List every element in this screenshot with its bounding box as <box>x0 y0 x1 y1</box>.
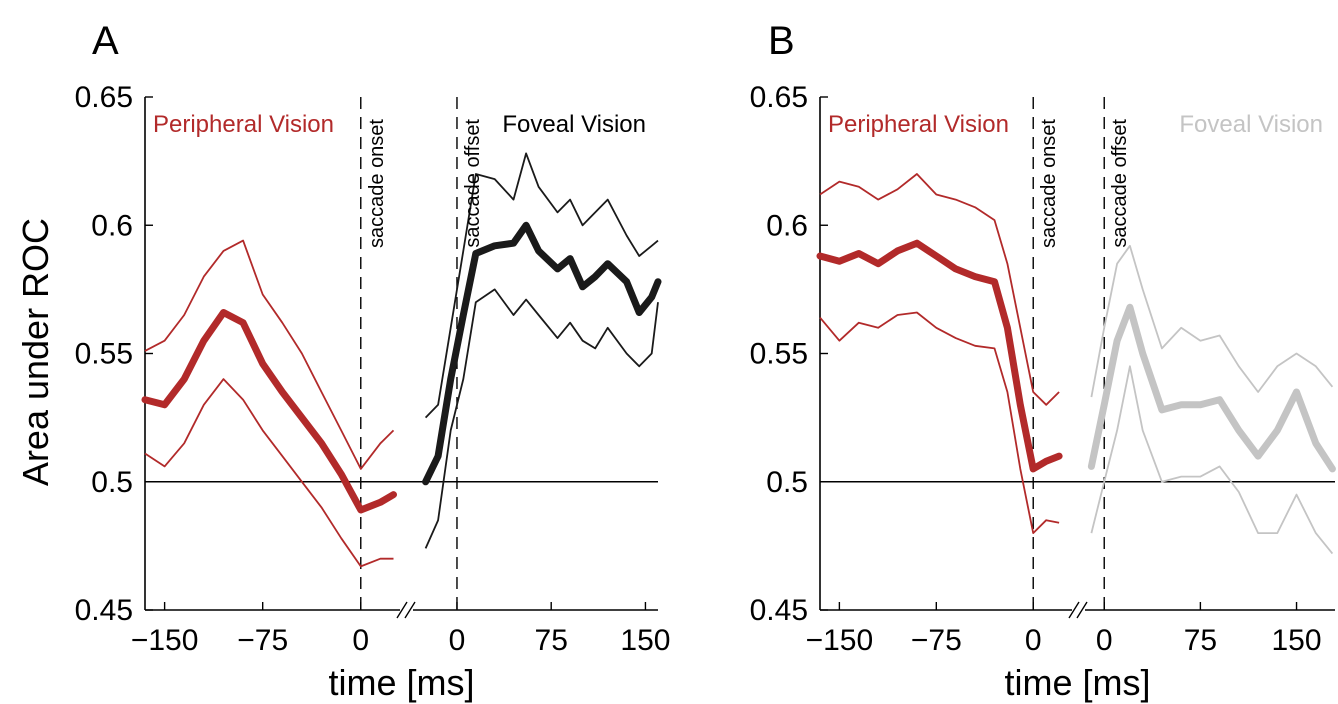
x-tick-label: −75 <box>911 624 962 657</box>
x-axis-label: time [ms] <box>328 662 474 703</box>
y-tick-label: 0.6 <box>91 209 133 242</box>
upper-bound-line <box>424 152 659 419</box>
upper-bound-line <box>819 173 1060 406</box>
x-tick-label: 75 <box>1184 624 1217 657</box>
x-tick-label: −150 <box>806 624 874 657</box>
y-tick-label: 0.55 <box>75 338 133 371</box>
peripheral-vision-label: Peripheral Vision <box>153 111 334 138</box>
panel-b: B 0.45 0.5 0.55 0.6 0.65 −150 −75 0 saccade onset… <box>750 19 1336 703</box>
lower-bound-line <box>424 288 659 549</box>
x-tick-label: 0 <box>1025 624 1042 657</box>
lower-bound-line <box>1090 365 1334 555</box>
mean-line <box>422 221 662 486</box>
y-tick-label: 0.45 <box>75 594 133 627</box>
peripheral-vision-label: Peripheral Vision <box>828 111 1009 138</box>
foveal-vision-label: Foveal Vision <box>1179 111 1323 138</box>
saccade-offset-label: saccade offset <box>462 119 484 248</box>
axis-break-mark <box>396 601 408 619</box>
y-tick-label: 0.65 <box>75 81 133 114</box>
saccade-offset-label: saccade offset <box>1109 119 1131 248</box>
x-tick-label: −150 <box>131 624 199 657</box>
y-tick-label: 0.5 <box>91 466 133 499</box>
x-tick-label: −75 <box>237 624 288 657</box>
x-axis-label: time [ms] <box>1004 662 1150 703</box>
x-tick-label: 0 <box>449 624 466 657</box>
axis-break-mark <box>1068 601 1080 619</box>
upper-bound-line <box>144 239 395 470</box>
mean-line <box>141 309 397 514</box>
x-tick-label: 0 <box>1096 624 1113 657</box>
lower-bound-line <box>819 311 1060 534</box>
panel-a: A 0.45 0.5 0.55 0.6 0.65 −150 −75 0 saccade onset… <box>75 19 671 703</box>
panel-letter: A <box>92 19 119 63</box>
mean-line <box>1087 303 1336 473</box>
lower-bound-line <box>144 378 394 568</box>
x-tick-label: 75 <box>535 624 568 657</box>
y-tick-label: 0.45 <box>750 594 808 627</box>
upper-bound-line <box>1090 244 1334 398</box>
foveal-vision-label: Foveal Vision <box>502 111 646 138</box>
saccade-onset-label: saccade onset <box>366 119 388 248</box>
y-tick-label: 0.5 <box>766 466 808 499</box>
y-tick-label: 0.6 <box>766 209 808 242</box>
y-tick-label: 0.65 <box>750 81 808 114</box>
axis-break-mark <box>1076 601 1088 619</box>
panel-letter: B <box>768 19 795 63</box>
mean-line <box>816 239 1063 473</box>
saccade-onset-label: saccade onset <box>1038 119 1060 248</box>
y-tick-label: 0.55 <box>750 338 808 371</box>
axis-break-mark <box>404 601 416 619</box>
y-axis-label: Area under ROC <box>15 218 56 486</box>
x-tick-label: 150 <box>620 624 670 657</box>
x-tick-label: 150 <box>1272 624 1322 657</box>
x-tick-label: 0 <box>352 624 369 657</box>
